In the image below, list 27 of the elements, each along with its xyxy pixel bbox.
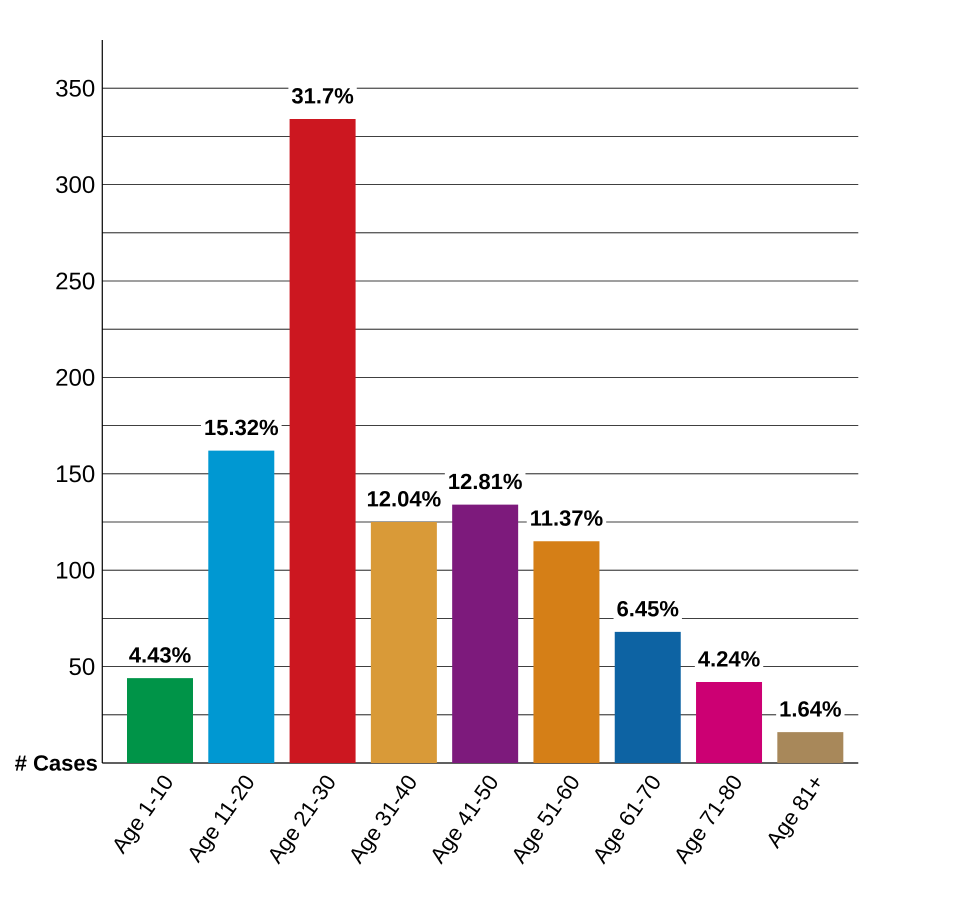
annotation: 4.24%	[698, 651, 760, 667]
y-tick-label: 100	[56, 562, 94, 579]
y-tick-label: 350	[56, 80, 94, 97]
bar	[290, 119, 356, 763]
annotation: 31.7%	[292, 88, 354, 104]
bar	[452, 504, 518, 763]
y-axis-title: # Cases	[15, 755, 97, 771]
annotation: 12.81%	[449, 474, 522, 490]
bar	[370, 522, 437, 763]
y-tick-label: 200	[56, 368, 94, 386]
annotation: 4.43%	[129, 647, 191, 663]
bar	[533, 541, 600, 763]
bar	[208, 450, 274, 763]
bar	[696, 682, 762, 763]
annotation: 6.45%	[617, 600, 678, 616]
y-tick-label: 150	[56, 465, 94, 482]
y-tick-label: 250	[56, 272, 94, 290]
bar	[777, 732, 844, 763]
x-tick-label: Age 81+	[768, 778, 820, 850]
annotation: 15.32%	[205, 420, 278, 436]
bar	[127, 678, 194, 763]
annotation: 11.37%	[531, 510, 603, 526]
annotation: 12.04%	[368, 491, 441, 507]
y-tick-label: 300	[56, 176, 94, 194]
bar	[614, 632, 681, 763]
annotation: 1.64%	[780, 701, 841, 717]
y-tick-label: 50	[69, 658, 94, 676]
